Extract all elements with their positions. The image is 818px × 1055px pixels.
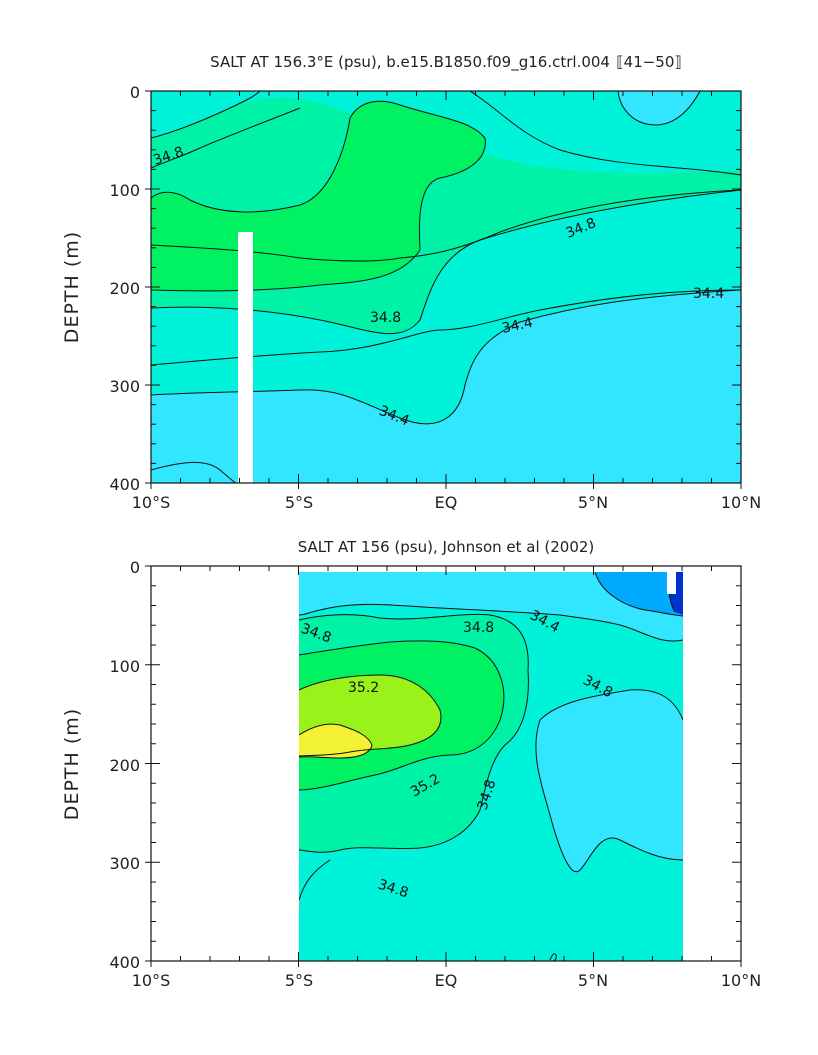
bottom-contour-lines [299,572,683,961]
bottom-y-tick-label: 100 [109,657,140,676]
top-y-tick-label: 300 [109,377,140,396]
top-panel-title: SALT AT 156.3°E (psu), b.e15.B1850.f09_g… [210,53,682,72]
top-fill-low-surface [618,91,700,125]
bottom-y-axis-title: DEPTH (m) [61,708,83,820]
top-missing-data-column [238,232,253,483]
bottom-x-tick-label: 5°S [285,971,313,990]
bottom-x-tick-label: 10°S [132,971,171,990]
bottom-missing-data-notch [667,572,676,594]
top-y-axis-title: DEPTH (m) [61,231,83,343]
bottom-panel-title: SALT AT 156 (psu), Johnson et al (2002) [298,538,595,556]
top-axis-ticks [145,90,742,489]
bottom-y-tick-label: 0 [130,558,140,577]
bottom-panel: SALT AT 156 (psu), Johnson et al (2002) [61,538,761,990]
top-fill-high [151,101,486,291]
top-y-tick-label: 200 [109,279,140,298]
bottom-fill-low-surface [299,572,683,642]
bottom-y-tick-label: 300 [109,854,140,873]
bottom-fill-yellow [299,724,372,758]
bottom-x-tick-label: 10°N [721,971,761,990]
bottom-x-tick-label: 5°N [578,971,608,990]
top-contour-lines [151,91,741,483]
bottom-fill-blue [595,572,683,616]
bottom-axis-ticks [145,565,742,967]
bottom-contour-fill [299,572,683,961]
bottom-x-tick-label: EQ [435,971,458,990]
bottom-y-tick-label: 200 [109,756,140,775]
top-contour-label: 34.4 [693,286,724,302]
bottom-fill-low-deep [535,689,683,872]
top-y-tick-label: 400 [109,475,140,494]
top-panel: SALT AT 156.3°E (psu), b.e15.B1850.f09_g… [61,53,761,512]
bottom-contour-label: 35.2 [348,680,379,696]
top-x-tick-label: EQ [435,493,458,512]
top-x-tick-label: 5°N [578,493,608,512]
top-x-tick-label: 10°S [132,493,171,512]
top-x-tick-label: 5°S [285,493,313,512]
top-x-tick-label: 10°N [721,493,761,512]
top-fill-low-deep [151,290,741,483]
top-contour-label: 34.8 [370,310,401,326]
top-y-tick-label: 100 [109,181,140,200]
top-contour-label: 34.4 [501,315,535,337]
top-y-tick-label: 0 [130,83,140,102]
bottom-y-tick-label: 400 [109,953,140,972]
bottom-contour-label: 34.8 [463,620,494,636]
